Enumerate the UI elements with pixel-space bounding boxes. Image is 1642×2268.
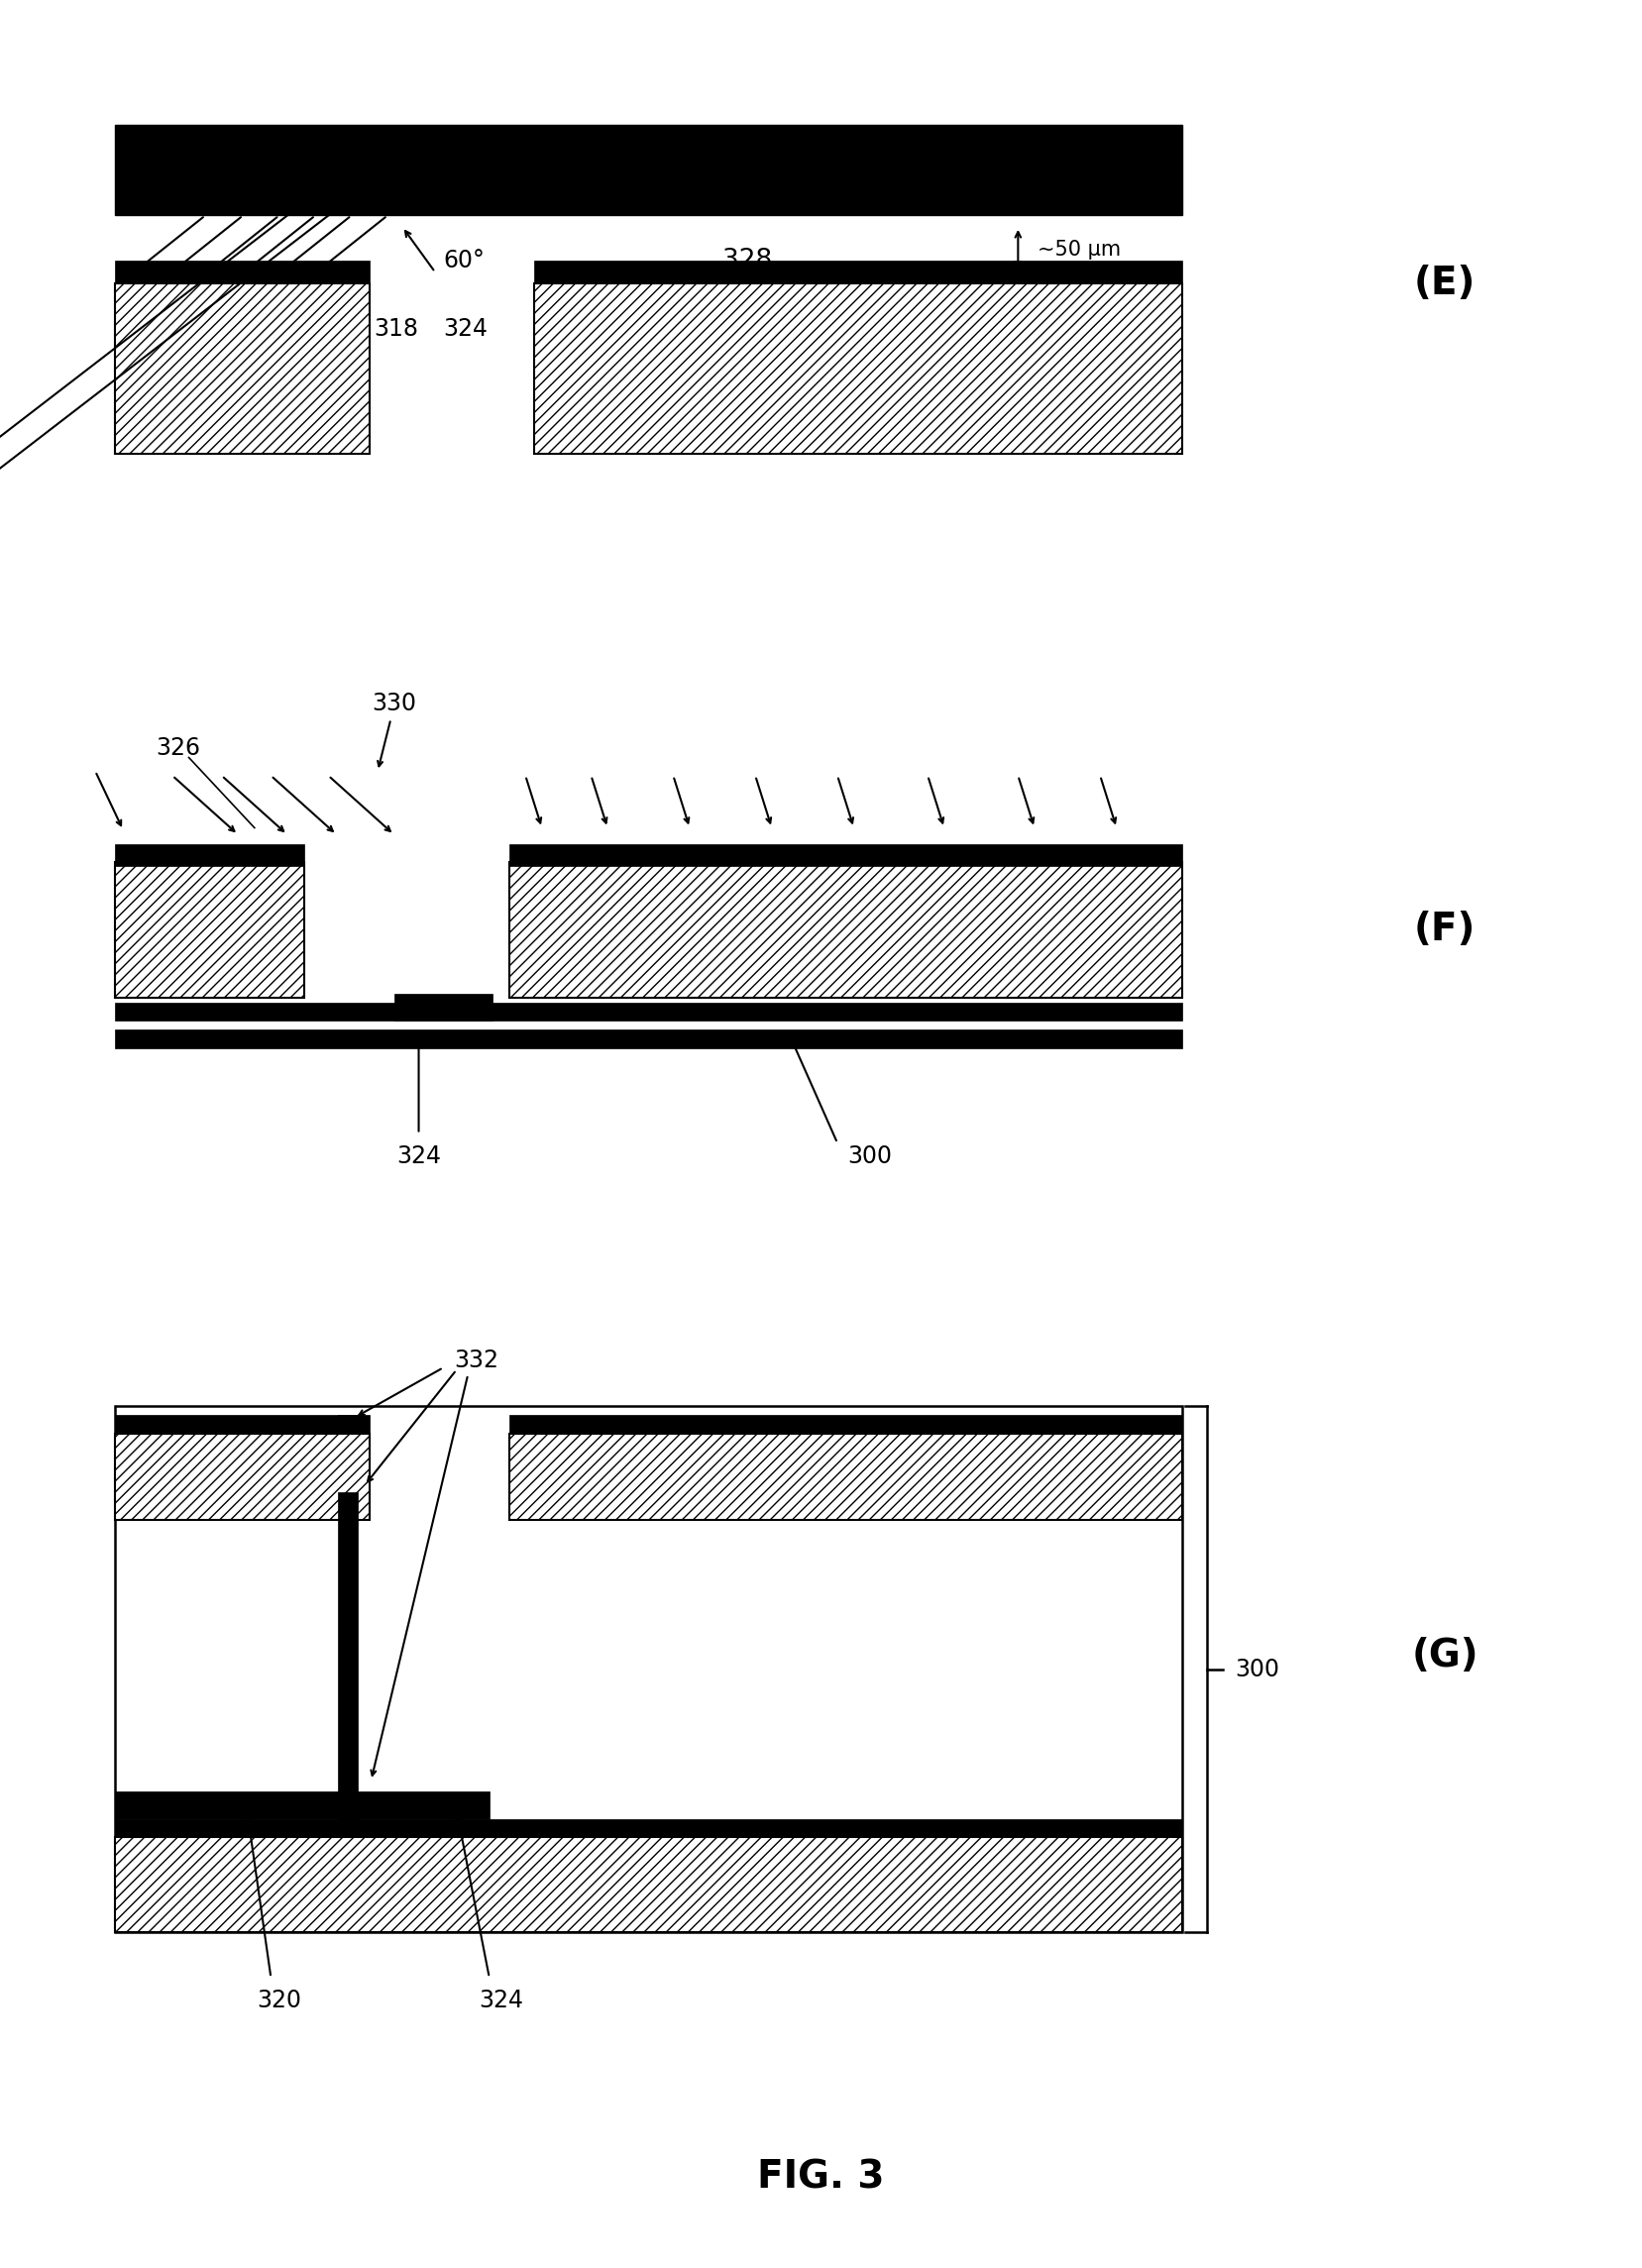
Text: 60°: 60°	[443, 249, 484, 272]
Bar	[115, 284, 369, 454]
Text: 300: 300	[1235, 1658, 1279, 1681]
Bar	[115, 125, 1182, 215]
Bar	[115, 1415, 369, 1433]
Bar	[509, 1433, 1182, 1520]
Text: 300: 300	[847, 1145, 893, 1168]
Text: 326: 326	[156, 737, 200, 760]
Text: FIG. 3: FIG. 3	[757, 2159, 885, 2195]
Bar	[509, 1415, 1182, 1433]
Text: 328: 328	[722, 247, 772, 274]
Text: (F): (F)	[1414, 912, 1476, 948]
Bar	[115, 1837, 1182, 1932]
Bar	[509, 862, 1182, 998]
Bar	[115, 1016, 1182, 1030]
Text: 324: 324	[443, 318, 488, 340]
Text: 324: 324	[396, 1145, 442, 1168]
Bar	[115, 1406, 1182, 1932]
Text: 320: 320	[256, 1989, 302, 2012]
Text: 324: 324	[478, 1989, 524, 2012]
Bar	[115, 862, 304, 998]
Text: 332: 332	[453, 1349, 499, 1372]
Text: 330: 330	[371, 692, 417, 714]
Bar	[115, 1433, 369, 1520]
Bar	[115, 1002, 1182, 1021]
Bar	[534, 261, 1182, 284]
Bar	[338, 1492, 358, 1819]
Bar	[338, 1415, 358, 1433]
Bar	[534, 284, 1182, 454]
Bar	[115, 844, 304, 866]
Text: ~50 μm: ~50 μm	[1038, 240, 1121, 259]
Bar	[115, 261, 369, 284]
Text: (E): (E)	[1414, 265, 1476, 302]
Text: 318: 318	[374, 318, 419, 340]
Text: (G): (G)	[1412, 1637, 1478, 1674]
Bar	[115, 1819, 1182, 1837]
Bar	[115, 1792, 489, 1819]
Bar	[509, 844, 1182, 866]
Bar	[394, 993, 493, 1021]
Bar	[115, 1030, 1182, 1048]
